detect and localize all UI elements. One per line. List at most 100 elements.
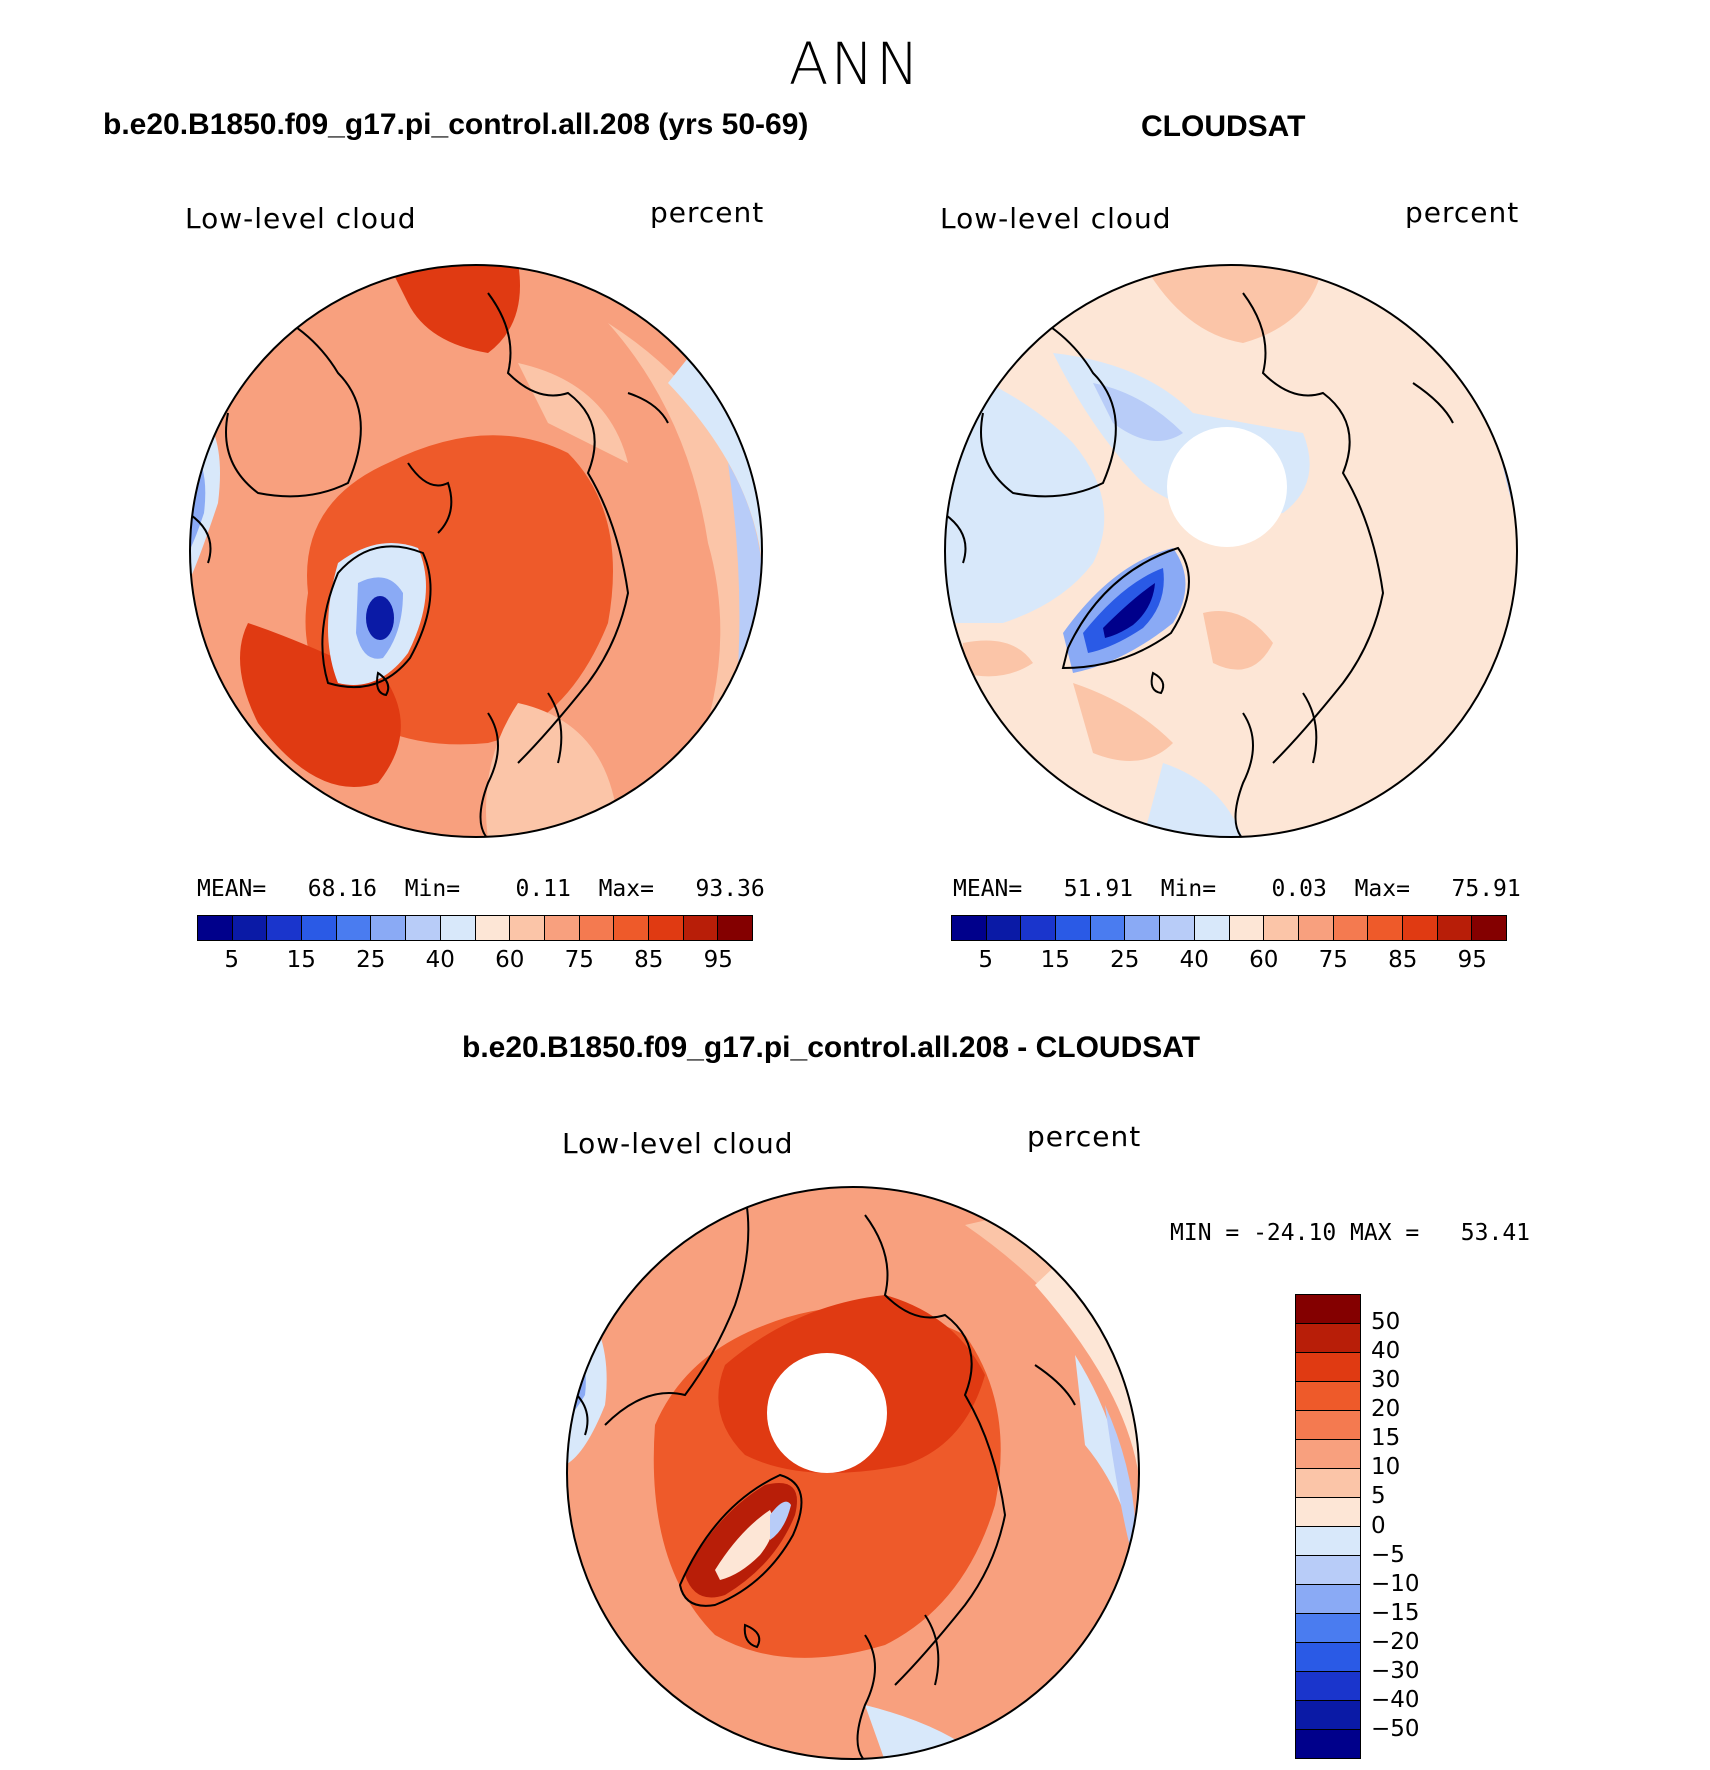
diff-colorbar-tick-label: 10 [1371, 1454, 1401, 1481]
model-colorbar-swatch [267, 916, 303, 940]
diff-colorbar-swatch [1296, 1498, 1360, 1527]
diff-colorbar-tick-label: −50 [1371, 1715, 1420, 1742]
obs-colorbar: 5 15 25 40 60 75 85 95 [951, 915, 1507, 977]
obs-colorbar-swatch [1333, 916, 1369, 940]
obs-colorbar-tick-label: 60 [1249, 947, 1279, 973]
model-colorbar-swatch [648, 916, 684, 940]
model-colorbar-ticks: 5 15 25 40 60 75 85 95 [197, 941, 753, 977]
diff-colorbar-swatch [1296, 1469, 1360, 1498]
obs-colorbar-swatches [951, 915, 1507, 941]
diff-field-blue-rim-east [1075, 1355, 1125, 1515]
model-field-pale-south [486, 703, 618, 837]
diff-colorbar-tick-label: 50 [1371, 1309, 1401, 1336]
obs-colorbar-swatch [1056, 916, 1091, 940]
diff-colorbar-tick-label: −40 [1371, 1686, 1420, 1713]
obs-colorbar-swatch [1229, 916, 1265, 940]
diff-colorbar-swatch [1296, 1295, 1360, 1324]
obs-colorbar-swatch [1160, 916, 1195, 940]
diff-colorbar-tick-label: 30 [1371, 1367, 1401, 1394]
model-units-label: percent [650, 196, 765, 229]
diff-colorbar-swatch [1296, 1585, 1360, 1614]
diff-stats: MIN = -24.10 MAX = 53.41 [1170, 1220, 1531, 1246]
diff-field-pole-hole [767, 1353, 887, 1473]
diff-colorbar-swatch [1296, 1440, 1360, 1469]
model-colorbar-swatch [510, 916, 545, 940]
model-colorbar-tick-label: 85 [634, 947, 664, 973]
obs-coastlines [945, 292, 1454, 837]
obs-colorbar-swatch [1402, 916, 1438, 940]
obs-field-blue-south [1143, 763, 1243, 837]
obs-units-label: percent [1405, 196, 1520, 229]
obs-colorbar-swatch [1437, 916, 1473, 940]
diff-colorbar-swatch [1296, 1353, 1360, 1382]
diff-colorbar-tick-label: 0 [1371, 1512, 1386, 1539]
obs-colorbar-tick-label: 75 [1318, 947, 1348, 973]
obs-stats: MEAN= 51.91 Min= 0.03 Max= 75.91 [953, 876, 1521, 902]
model-coastlines [190, 292, 669, 837]
obs-colorbar-swatch [986, 916, 1022, 940]
model-stats: MEAN= 68.16 Min= 0.11 Max= 93.36 [197, 876, 765, 902]
obs-polar-map [944, 264, 1518, 838]
model-colorbar-swatches [197, 915, 753, 941]
obs-field-pale-north [1143, 265, 1323, 343]
diff-panel-title: b.e20.B1850.f09_g17.pi_control.all.208 -… [462, 1031, 1201, 1064]
model-colorbar-swatch [232, 916, 268, 940]
diff-colorbar-tick-label: −5 [1371, 1541, 1405, 1568]
obs-colorbar-swatch [952, 916, 987, 940]
diff-colorbar-swatch [1296, 1382, 1360, 1411]
model-colorbar-swatch [475, 916, 511, 940]
obs-colorbar-tick-label: 25 [1110, 947, 1140, 973]
diff-colorbar-tick-label: −15 [1371, 1599, 1420, 1626]
diff-colorbar-swatches [1295, 1294, 1361, 1759]
diff-colorbar-tick-label: 5 [1371, 1483, 1386, 1510]
model-field-core-dark [388, 265, 520, 353]
diff-coastlines [567, 1194, 1076, 1759]
obs-colorbar-swatch [1264, 916, 1299, 940]
diff-colorbar-tick-label: −30 [1371, 1657, 1420, 1684]
obs-colorbar-swatch [1021, 916, 1057, 940]
model-colorbar-swatch [683, 916, 719, 940]
obs-field-greenland-core [1103, 583, 1155, 638]
season-title: ANN [788, 30, 922, 98]
diff-colorbar-ticks: 50 40 30 20 15 10 5 0 −5 −10 −15 −20 −30 −40 −50 [1371, 1294, 1451, 1759]
model-colorbar-swatch [544, 916, 580, 940]
diff-colorbar-tick-label: 40 [1371, 1338, 1401, 1365]
model-colorbar-swatch [579, 916, 615, 940]
obs-panel-title: CLOUDSAT [1141, 110, 1306, 143]
model-field-greenland-core [366, 596, 394, 640]
model-polar-map [189, 264, 763, 838]
diff-variable-label: Low-level cloud [562, 1127, 794, 1160]
model-colorbar-tick-label: 15 [286, 947, 316, 973]
obs-field-pale-west [963, 640, 1033, 677]
diff-colorbar-tick-label: 20 [1371, 1396, 1401, 1423]
obs-field-pole-hole [1167, 427, 1287, 547]
model-colorbar-tick-label: 5 [224, 947, 240, 973]
diff-colorbar-swatch [1296, 1556, 1360, 1585]
diff-colorbar-swatch [1296, 1730, 1360, 1758]
model-field-pale-north [518, 363, 628, 463]
model-colorbar-tick-label: 95 [703, 947, 733, 973]
diff-field-blue-rim-east2 [1105, 1405, 1136, 1565]
obs-field-pale-centre [1203, 611, 1273, 670]
obs-colorbar-ticks: 5 15 25 40 60 75 85 95 [951, 941, 1507, 977]
model-colorbar-tick-label: 25 [356, 947, 386, 973]
obs-colorbar-swatch [1125, 916, 1161, 940]
model-colorbar-swatch [406, 916, 441, 940]
model-colorbar: 5 15 25 40 60 75 85 95 [197, 915, 753, 977]
obs-field-blue-west [945, 363, 1105, 623]
diff-colorbar-tick-label: −10 [1371, 1570, 1420, 1597]
diff-colorbar-swatch [1296, 1643, 1360, 1672]
model-panel-title: b.e20.B1850.f09_g17.pi_control.all.208 (… [103, 108, 809, 141]
diff-colorbar-swatch [1296, 1411, 1360, 1440]
model-colorbar-swatch [302, 916, 337, 940]
obs-colorbar-tick-label: 5 [978, 947, 994, 973]
obs-colorbar-swatch [1090, 916, 1126, 940]
model-field-core-south [240, 623, 401, 787]
diff-units-label: percent [1027, 1120, 1142, 1153]
obs-colorbar-swatch [1298, 916, 1334, 940]
diff-colorbar [1295, 1294, 1361, 1759]
obs-colorbar-tick-label: 95 [1457, 947, 1487, 973]
diff-colorbar-tick-label: 15 [1371, 1425, 1401, 1452]
model-colorbar-swatch [198, 916, 233, 940]
obs-colorbar-tick-label: 85 [1388, 947, 1418, 973]
